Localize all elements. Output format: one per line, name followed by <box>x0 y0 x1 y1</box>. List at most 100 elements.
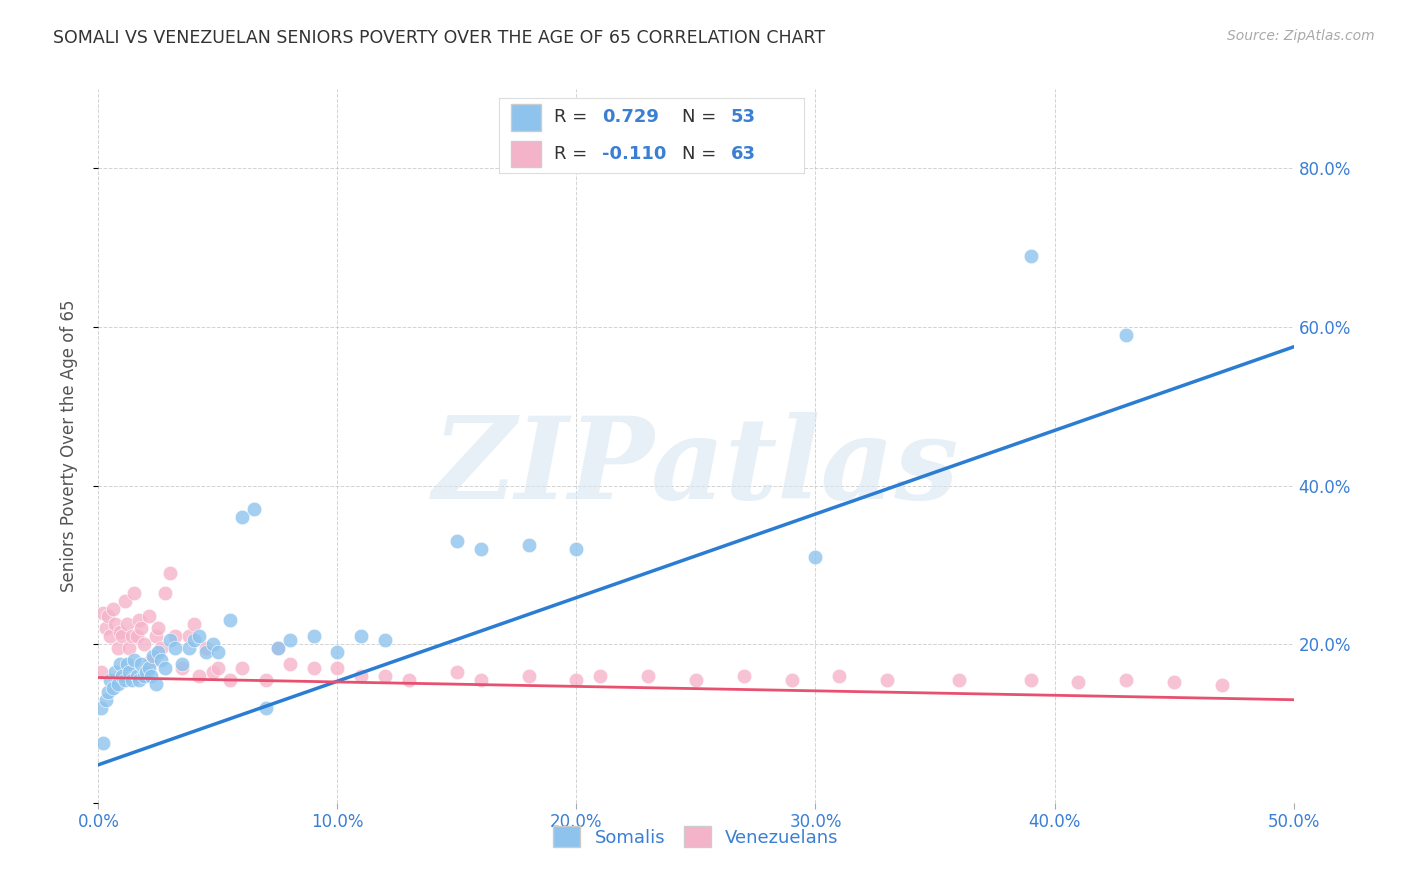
Point <box>565 673 588 687</box>
Point <box>733 669 755 683</box>
Point <box>159 633 181 648</box>
Point <box>125 629 148 643</box>
Point <box>108 657 131 671</box>
Point <box>187 629 209 643</box>
Point <box>131 621 153 635</box>
Point <box>163 629 186 643</box>
Text: SOMALI VS VENEZUELAN SENIORS POVERTY OVER THE AGE OF 65 CORRELATION CHART: SOMALI VS VENEZUELAN SENIORS POVERTY OVE… <box>53 29 825 46</box>
Point <box>128 614 150 628</box>
Point <box>94 692 117 706</box>
Point <box>98 673 122 687</box>
Point <box>187 669 209 683</box>
Point <box>1115 673 1137 687</box>
Point <box>115 657 138 671</box>
Point <box>97 609 120 624</box>
Point <box>202 665 225 679</box>
Point <box>446 665 468 679</box>
Point <box>138 661 160 675</box>
Point <box>179 629 201 643</box>
Point <box>155 661 177 675</box>
Point <box>108 625 131 640</box>
Point <box>804 549 827 564</box>
Point <box>219 673 242 687</box>
Point <box>104 617 127 632</box>
Point <box>267 641 290 656</box>
Point <box>115 617 138 632</box>
Point <box>948 673 970 687</box>
Point <box>517 669 540 683</box>
Point <box>685 673 707 687</box>
Point <box>589 669 612 683</box>
Point <box>231 510 253 524</box>
Point <box>195 645 218 659</box>
Point <box>243 502 266 516</box>
Point <box>183 633 205 648</box>
Point <box>94 621 117 635</box>
Point <box>91 606 114 620</box>
Point <box>254 673 277 687</box>
Text: ZIPatlas: ZIPatlas <box>433 412 959 523</box>
Point <box>145 629 167 643</box>
Point <box>1115 328 1137 343</box>
Point <box>121 629 143 643</box>
Point <box>374 669 396 683</box>
Point <box>121 673 143 687</box>
Point <box>125 669 148 683</box>
Point <box>131 657 153 671</box>
Point <box>98 629 122 643</box>
Point <box>637 669 659 683</box>
Point <box>207 661 229 675</box>
Point <box>326 661 349 675</box>
Point <box>155 585 177 599</box>
Point <box>101 681 124 695</box>
Point <box>302 661 325 675</box>
Point <box>135 665 157 679</box>
Point <box>219 614 242 628</box>
Text: Source: ZipAtlas.com: Source: ZipAtlas.com <box>1227 29 1375 43</box>
Point <box>267 641 290 656</box>
Point <box>278 633 301 648</box>
Point <box>149 653 172 667</box>
Point <box>90 700 112 714</box>
Point <box>97 685 120 699</box>
Point <box>202 637 225 651</box>
Point <box>114 593 136 607</box>
Point <box>172 657 194 671</box>
Point <box>132 669 155 683</box>
Point <box>124 653 146 667</box>
Point <box>148 621 170 635</box>
Point <box>1067 675 1090 690</box>
Point <box>374 633 396 648</box>
Point <box>195 641 218 656</box>
Point <box>179 641 201 656</box>
Point <box>1019 673 1042 687</box>
Point <box>111 629 134 643</box>
Point <box>90 665 112 679</box>
Point <box>124 585 146 599</box>
Point <box>278 657 301 671</box>
Point <box>107 677 129 691</box>
Point <box>159 566 181 580</box>
Point <box>145 677 167 691</box>
Point <box>104 665 127 679</box>
Point <box>876 673 898 687</box>
Y-axis label: Seniors Poverty Over the Age of 65: Seniors Poverty Over the Age of 65 <box>59 300 77 592</box>
Point <box>470 542 492 557</box>
Point <box>172 661 194 675</box>
Point <box>118 665 141 679</box>
Point <box>139 669 162 683</box>
Point <box>163 641 186 656</box>
Point <box>350 629 373 643</box>
Point <box>780 673 803 687</box>
Point <box>1019 249 1042 263</box>
Point <box>398 673 420 687</box>
Point <box>107 641 129 656</box>
Point <box>231 661 253 675</box>
Point <box>183 617 205 632</box>
Point <box>114 673 136 687</box>
Point <box>149 641 172 656</box>
Point <box>517 538 540 552</box>
Legend: Somalis, Venezuelans: Somalis, Venezuelans <box>546 819 846 855</box>
Point <box>135 669 157 683</box>
Point <box>326 645 349 659</box>
